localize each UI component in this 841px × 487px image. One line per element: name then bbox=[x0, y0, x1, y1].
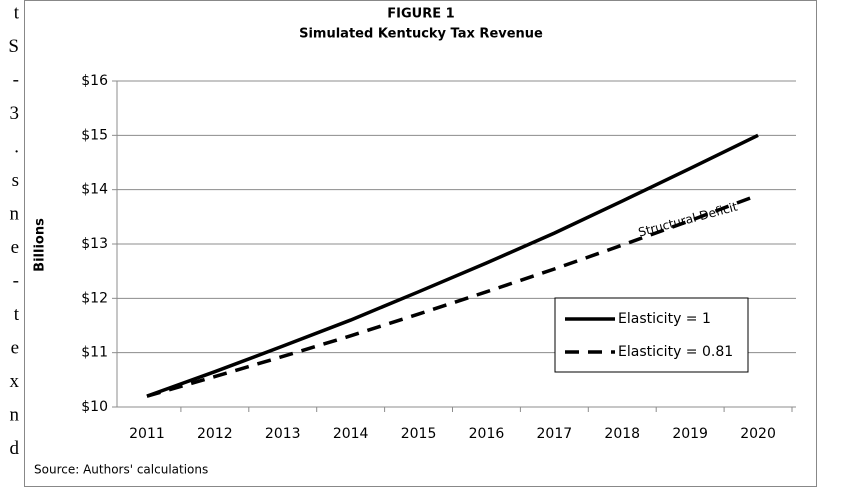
y-tick-label: $15 bbox=[81, 127, 108, 143]
margin-fragment: n bbox=[10, 203, 20, 224]
x-tick-label: 2017 bbox=[537, 426, 573, 442]
margin-fragment: n bbox=[10, 404, 20, 425]
x-tick-label: 2016 bbox=[469, 426, 505, 442]
x-tick-label: 2020 bbox=[740, 426, 776, 442]
chart-title: FIGURE 1 bbox=[387, 7, 454, 22]
margin-fragment: . bbox=[14, 136, 19, 157]
y-tick-label: $12 bbox=[81, 290, 108, 306]
legend-label: Elasticity = 1 bbox=[618, 311, 711, 327]
margin-fragment: S bbox=[8, 36, 19, 57]
margin-fragment: s bbox=[12, 170, 19, 191]
y-tick-label: $13 bbox=[81, 236, 108, 252]
y-tick-label: $14 bbox=[81, 182, 108, 198]
y-tick-label: $16 bbox=[81, 73, 108, 89]
x-tick-label: 2019 bbox=[672, 426, 708, 442]
y-tick-label: $10 bbox=[81, 399, 108, 415]
legend-label: Elasticity = 0.81 bbox=[618, 344, 733, 360]
chart-subtitle: Simulated Kentucky Tax Revenue bbox=[299, 27, 543, 42]
source-note: Source: Authors' calculations bbox=[34, 463, 208, 477]
series-line bbox=[146, 133, 759, 398]
margin-fragment: x bbox=[10, 371, 20, 392]
x-tick-label: 2015 bbox=[401, 426, 437, 442]
x-tick-label: 2011 bbox=[129, 426, 165, 442]
x-tick-label: 2014 bbox=[333, 426, 369, 442]
series-line bbox=[146, 193, 759, 398]
margin-fragment: d bbox=[10, 438, 20, 459]
margin-fragment: t bbox=[14, 304, 20, 325]
legend-box bbox=[554, 297, 749, 373]
x-tick-label: 2012 bbox=[197, 426, 233, 442]
margin-fragment: - bbox=[13, 270, 19, 291]
x-tick-label: 2018 bbox=[604, 426, 640, 442]
margin-fragment: 3 bbox=[10, 103, 20, 124]
x-tick-label: 2013 bbox=[265, 426, 301, 442]
margin-fragment: e bbox=[11, 237, 19, 258]
y-axis-label: Billions bbox=[33, 218, 48, 272]
margin-fragment: e bbox=[11, 337, 19, 358]
margin-fragment: - bbox=[13, 69, 19, 90]
margin-fragment: t bbox=[14, 2, 20, 23]
y-tick-label: $11 bbox=[81, 345, 108, 361]
